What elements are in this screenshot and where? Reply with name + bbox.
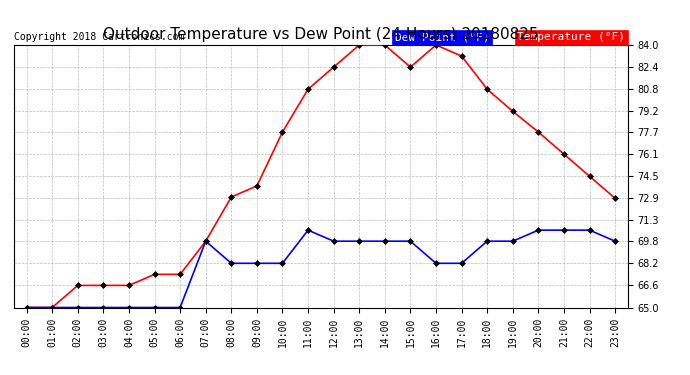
Text: Temperature (°F): Temperature (°F) — [518, 32, 625, 42]
Text: Copyright 2018 Cartronics.com: Copyright 2018 Cartronics.com — [14, 32, 184, 42]
Text: Dew Point (°F): Dew Point (°F) — [395, 32, 489, 42]
Title: Outdoor Temperature vs Dew Point (24 Hours) 20180825: Outdoor Temperature vs Dew Point (24 Hou… — [103, 27, 539, 42]
